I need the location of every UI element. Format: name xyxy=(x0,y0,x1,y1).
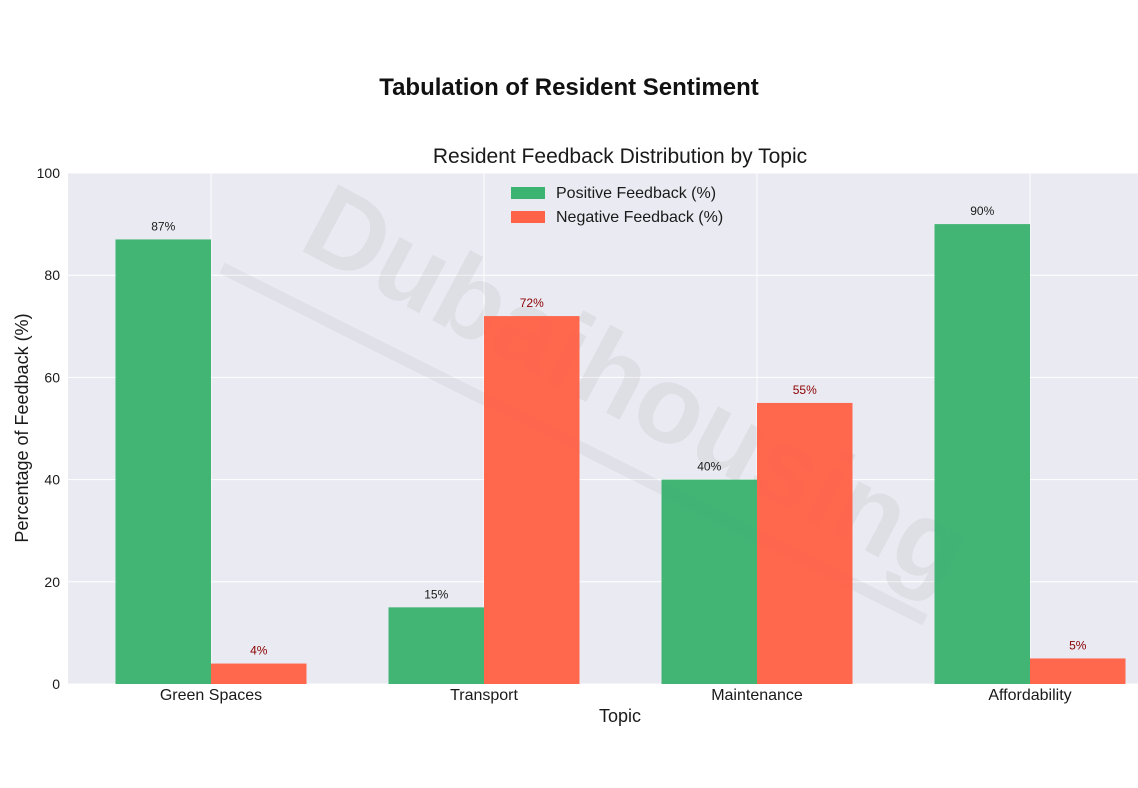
legend-swatch xyxy=(511,187,545,199)
bar-value-label: 87% xyxy=(151,219,175,233)
bar-negative xyxy=(484,316,580,684)
chart-title: Resident Feedback Distribution by Topic xyxy=(433,145,807,168)
x-tick-label: Affordability xyxy=(988,687,1071,704)
bar-value-label: 90% xyxy=(970,204,994,218)
legend: Positive Feedback (%) Negative Feedback (… xyxy=(511,185,723,226)
y-tick-label: 0 xyxy=(52,676,60,692)
x-axis-ticks: Green Spaces Transport Maintenance Affordab… xyxy=(160,687,1072,704)
bar-negative xyxy=(1030,658,1126,684)
bar-value-label: 72% xyxy=(520,296,544,310)
x-tick-label: Transport xyxy=(450,687,518,704)
bar-positive xyxy=(934,224,1030,684)
y-axis-ticks: 0 20 40 60 80 100 xyxy=(37,165,61,692)
bar-value-labels: 87% 15% 40% 90% 4% 72% 55% 5% xyxy=(151,204,1087,657)
figure-title: Tabulation of Resident Sentiment xyxy=(379,74,759,101)
legend-swatch xyxy=(511,211,545,223)
bar-negative xyxy=(757,402,853,684)
y-tick-label: 20 xyxy=(44,574,60,590)
y-tick-label: 100 xyxy=(37,165,61,181)
bar-value-label: 55% xyxy=(793,383,817,397)
y-tick-label: 60 xyxy=(44,369,60,385)
bar-negative xyxy=(211,663,307,684)
y-tick-label: 40 xyxy=(44,472,60,488)
bar-positive xyxy=(388,607,484,684)
bar-value-label: 5% xyxy=(1069,638,1087,652)
y-tick-label: 80 xyxy=(44,267,60,283)
legend-label: Negative Feedback (%) xyxy=(556,209,723,226)
y-axis-label: Percentage of Feedback (%) xyxy=(12,313,32,542)
x-tick-label: Green Spaces xyxy=(160,687,262,704)
x-tick-label: Maintenance xyxy=(711,687,803,704)
bar-value-label: 4% xyxy=(250,644,268,658)
bar-value-label: 15% xyxy=(424,587,448,601)
x-axis-label: Topic xyxy=(599,706,641,726)
bar-positive xyxy=(115,239,211,684)
legend-label: Positive Feedback (%) xyxy=(556,185,716,202)
bar-positive xyxy=(661,479,757,684)
bar-value-label: 40% xyxy=(697,460,721,474)
bars xyxy=(115,224,1126,684)
